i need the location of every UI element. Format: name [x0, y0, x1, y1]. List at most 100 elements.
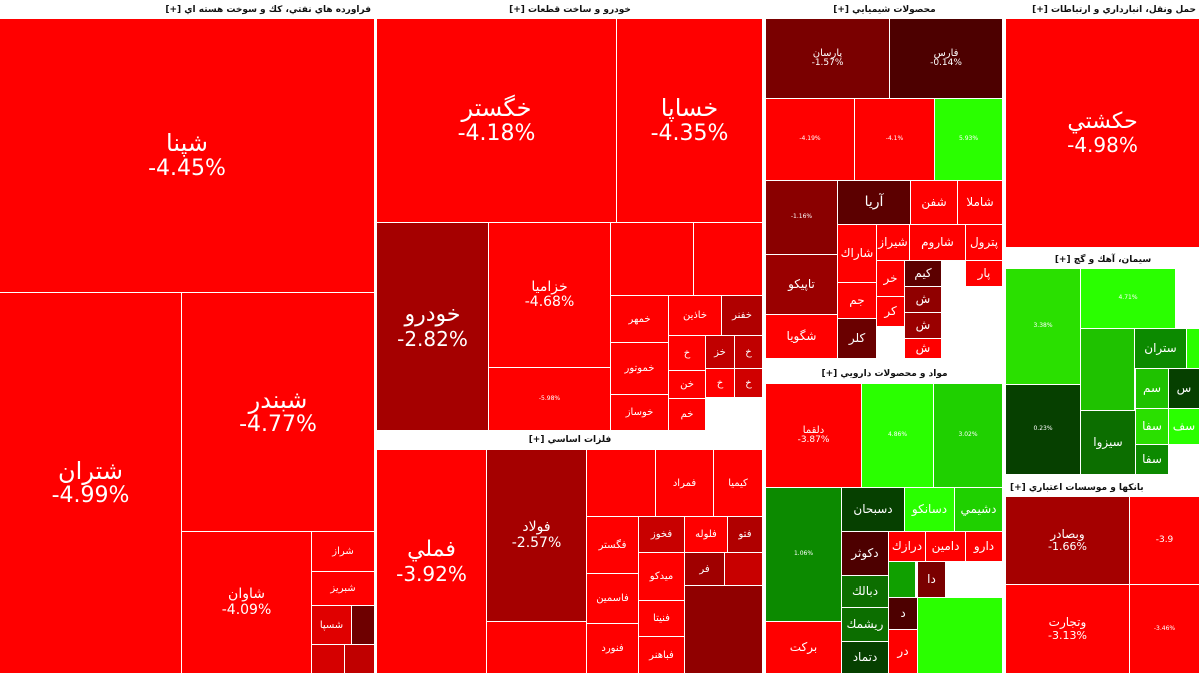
stock-tile[interactable]: جم	[838, 283, 877, 319]
stock-tile[interactable]: شسپا	[312, 606, 352, 645]
stock-tile[interactable]: دشيمي	[955, 488, 1003, 532]
stock-tile[interactable]: 4.71%	[1081, 269, 1176, 329]
stock-tile[interactable]: شاروم	[910, 225, 966, 261]
stock-tile[interactable]: خموتور	[611, 343, 669, 395]
stock-tile[interactable]: دكوثر	[842, 532, 889, 576]
stock-tile[interactable]: خم	[669, 399, 706, 431]
stock-tile[interactable]: شپنا -4.45%	[0, 19, 375, 293]
stock-tile[interactable]: سفا	[1136, 409, 1169, 445]
stock-tile[interactable]: 1.06%	[766, 488, 842, 622]
stock-tile[interactable]: 4.86%	[862, 384, 934, 488]
stock-tile[interactable]: خ	[669, 336, 706, 371]
stock-tile[interactable]: فباهنر	[639, 637, 685, 674]
stock-tile[interactable]: سف	[1169, 409, 1200, 445]
stock-tile[interactable]	[587, 450, 656, 517]
stock-tile[interactable]: دسانكو	[905, 488, 955, 532]
stock-tile[interactable]: فمراد	[656, 450, 714, 517]
stock-tile[interactable]: فنيتا	[639, 601, 685, 637]
stock-tile[interactable]	[352, 606, 375, 645]
stock-tile[interactable]: كيميا	[714, 450, 763, 517]
stock-tile[interactable]: فاسمين	[587, 574, 639, 624]
stock-tile[interactable]: سم	[1136, 369, 1169, 409]
stock-tile[interactable]: -1.16%	[766, 181, 838, 255]
stock-tile[interactable]: ش	[905, 313, 942, 339]
stock-tile[interactable]: خگستر -4.18%	[377, 19, 617, 223]
stock-tile[interactable]: پترول	[966, 225, 1003, 261]
sector-header-auto[interactable]: خودرو و ساخت قطعات [+]	[377, 2, 763, 19]
stock-tile[interactable]	[889, 562, 916, 598]
stock-tile[interactable]: خمهر	[611, 296, 669, 343]
stock-tile[interactable]: خن	[669, 371, 706, 399]
stock-tile[interactable]: دا	[918, 562, 946, 598]
stock-tile[interactable]: شيراز	[877, 225, 910, 261]
stock-tile[interactable]: فخوز	[639, 517, 685, 553]
stock-tile[interactable]: ريشمك	[842, 608, 889, 642]
stock-tile[interactable]: -3.46%	[1130, 585, 1200, 674]
stock-tile[interactable]: تاپيكو	[766, 255, 838, 315]
stock-tile[interactable]: آريا	[838, 181, 911, 225]
stock-tile[interactable]: فولاد -2.57%	[487, 450, 587, 622]
stock-tile[interactable]: خ	[706, 369, 735, 398]
stock-tile[interactable]: فگستر	[587, 517, 639, 574]
stock-tile[interactable]: در	[889, 630, 918, 674]
stock-tile[interactable]: دامين	[926, 532, 966, 562]
stock-tile[interactable]	[312, 645, 345, 674]
stock-tile[interactable]: دلقما -3.87%	[766, 384, 862, 488]
stock-tile[interactable]: خ	[735, 369, 763, 398]
stock-tile[interactable]: خفنر	[722, 296, 763, 336]
stock-tile[interactable]: درازك	[889, 532, 926, 562]
stock-tile[interactable]: شاوان -4.09%	[182, 532, 312, 674]
stock-tile[interactable]: ستران	[1135, 329, 1187, 369]
stock-tile[interactable]: 3.02%	[934, 384, 1003, 488]
stock-tile[interactable]: بركت	[766, 622, 842, 674]
stock-tile[interactable]	[487, 622, 587, 674]
stock-tile[interactable]: فلوله	[685, 517, 728, 553]
stock-tile[interactable]: خودرو -2.82%	[377, 223, 489, 431]
stock-tile[interactable]: 0.23%	[1006, 385, 1081, 475]
stock-tile[interactable]: دسبحان	[842, 488, 905, 532]
stock-tile[interactable]: 3.38%	[1006, 269, 1081, 385]
sector-header-transport[interactable]: حمل ونقل، انبارداري و ارتباطات [+]	[1006, 2, 1200, 19]
stock-tile[interactable]: دتماد	[842, 642, 889, 674]
stock-tile[interactable]: پار	[966, 261, 1003, 287]
stock-tile[interactable]: -4.19%	[766, 99, 855, 181]
stock-tile[interactable]: خزاميا -4.68%	[489, 223, 611, 368]
stock-tile[interactable]: وتجارت -3.13%	[1006, 585, 1130, 674]
sector-header-chemicals[interactable]: محصولات شيميايي [+]	[766, 2, 1003, 19]
stock-tile[interactable]: شراز	[312, 532, 375, 572]
stock-tile[interactable]	[1187, 329, 1200, 369]
stock-tile[interactable]: كلر	[838, 319, 877, 359]
sector-header-pharma[interactable]: مواد و محصولات دارويي [+]	[766, 366, 1003, 383]
stock-tile[interactable]: پارسان -1.57%	[766, 19, 890, 99]
stock-tile[interactable]: ميدكو	[639, 553, 685, 601]
stock-tile[interactable]: شگويا	[766, 315, 838, 359]
stock-tile[interactable]: خز	[706, 336, 735, 369]
stock-tile[interactable]: خر	[877, 261, 905, 297]
stock-tile[interactable]: خاذين	[669, 296, 722, 336]
stock-tile[interactable]: 5.93%	[935, 99, 1003, 181]
stock-tile[interactable]	[725, 553, 763, 586]
stock-tile[interactable]: فر	[685, 553, 725, 586]
stock-tile[interactable]: شتران -4.99%	[0, 293, 182, 674]
stock-tile[interactable]: دارو	[966, 532, 1003, 562]
stock-tile[interactable]: -5.98%	[489, 368, 611, 431]
stock-tile[interactable]: -3.9	[1130, 497, 1200, 585]
stock-tile[interactable]: كيم	[905, 261, 942, 287]
stock-tile[interactable]	[345, 645, 375, 674]
stock-tile[interactable]	[694, 223, 763, 296]
stock-tile[interactable]: شاملا	[958, 181, 1003, 225]
stock-tile[interactable]: س	[1169, 369, 1200, 409]
stock-tile[interactable]: شبندر -4.77%	[182, 293, 375, 532]
stock-tile[interactable]: كر	[877, 297, 905, 327]
stock-tile[interactable]: خوساز	[611, 395, 669, 431]
stock-tile[interactable]: دبالك	[842, 576, 889, 608]
stock-tile[interactable]: خساپا -4.35%	[617, 19, 763, 223]
stock-tile[interactable]: شفن	[911, 181, 958, 225]
sector-header-petroleum[interactable]: فراورده هاي نفتي، كك و سوخت هسته اي [+]	[0, 2, 375, 19]
stock-tile[interactable]: وبصادر -1.66%	[1006, 497, 1130, 585]
stock-tile[interactable]	[611, 223, 694, 296]
sector-header-metals[interactable]: فلزات اساسي [+]	[377, 432, 763, 449]
stock-tile[interactable]: ش	[905, 339, 942, 359]
stock-tile[interactable]: سفا	[1136, 445, 1169, 475]
stock-tile[interactable]: -4.1%	[855, 99, 935, 181]
